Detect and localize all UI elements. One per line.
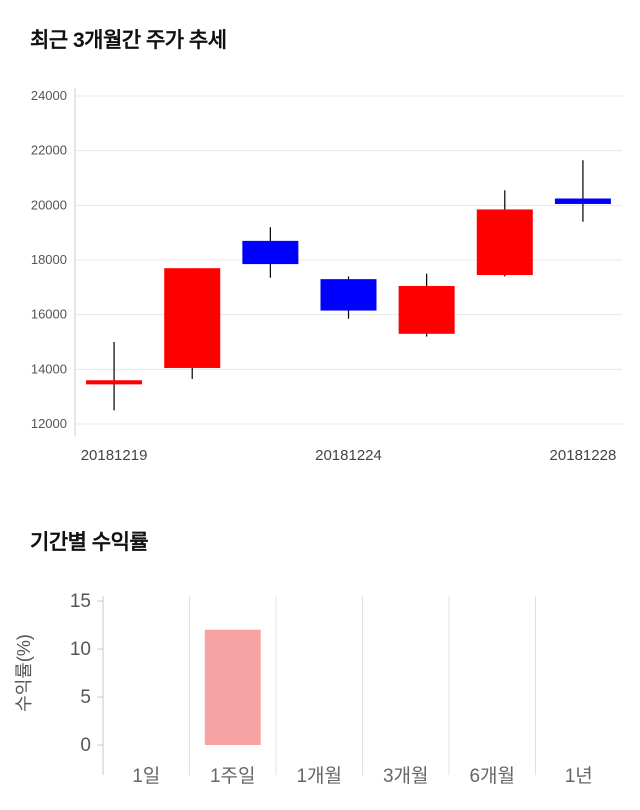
return-bar: [204, 629, 261, 745]
category-label: 3개월: [383, 765, 429, 787]
x-tick-label: 20181219: [81, 447, 148, 464]
y-tick-label: 22000: [31, 143, 67, 158]
price-chart-title: 최근 3개월간 주가 추세: [30, 29, 227, 52]
category-label: 1일: [132, 765, 160, 787]
y-tick-label: 16000: [31, 307, 67, 322]
y-tick-label: 15: [70, 591, 91, 612]
y-tick-label: 18000: [31, 252, 67, 267]
y-axis-title: 수익률(%): [14, 634, 34, 712]
price-candlestick-chart: 12000 14000 16000 18000 20000 22000 24000 20181…: [31, 88, 622, 464]
y-tick-label: 10: [70, 639, 91, 660]
x-tick-label: 20181224: [315, 447, 382, 464]
returns-chart-title: 기간별 수익률: [30, 531, 149, 554]
candle-body: [320, 279, 377, 311]
candle-body: [242, 240, 299, 265]
y-tick-label: 14000: [31, 361, 67, 376]
candle-body: [86, 380, 143, 385]
y-tick-label: 12000: [31, 416, 67, 431]
returns-bar-chart: 0 5 10 15 1일 1주일 1개월 3개월 6개월 1년 수익률(%): [14, 591, 593, 787]
y-tick-label: 24000: [31, 88, 67, 103]
candle-body: [164, 268, 221, 368]
candle-body: [554, 198, 611, 204]
category-label: 1년: [565, 765, 593, 787]
candle-body: [476, 209, 533, 276]
category-label: 6개월: [469, 765, 515, 787]
category-label: 1개월: [296, 765, 342, 787]
y-tick-label: 20000: [31, 197, 67, 212]
x-tick-label: 20181228: [550, 447, 617, 464]
category-label: 1주일: [210, 765, 256, 787]
candle-body: [398, 285, 455, 334]
y-tick-label: 5: [80, 687, 91, 708]
y-tick-label: 0: [80, 735, 91, 756]
